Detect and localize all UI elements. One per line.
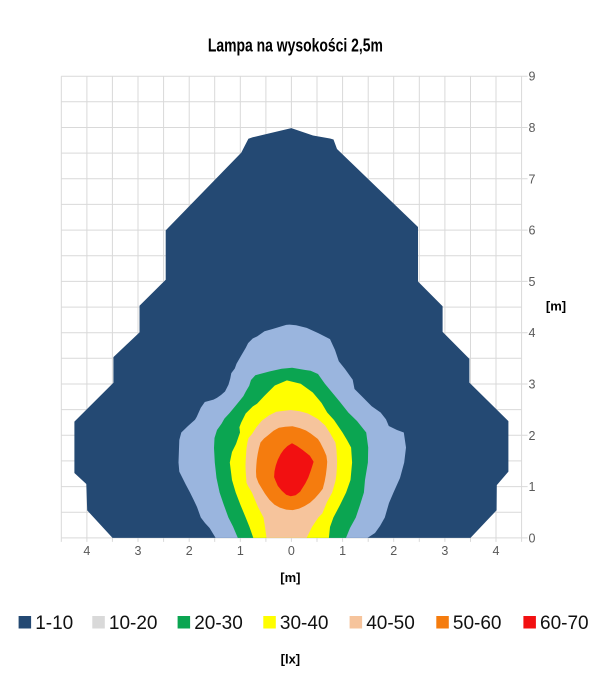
svg-text:[lx]: [lx]: [281, 652, 301, 667]
svg-text:[m]: [m]: [280, 570, 300, 585]
svg-text:0: 0: [288, 544, 295, 558]
svg-text:9: 9: [529, 70, 536, 84]
svg-text:2: 2: [529, 429, 536, 443]
svg-text:Lampa na wysokości 2,5m: Lampa na wysokości 2,5m: [208, 36, 383, 56]
svg-text:[m]: [m]: [546, 299, 566, 314]
svg-text:6: 6: [529, 224, 536, 238]
svg-text:20-30: 20-30: [194, 613, 243, 634]
svg-text:4: 4: [529, 326, 536, 340]
svg-text:10-20: 10-20: [109, 613, 158, 634]
svg-text:3: 3: [529, 378, 536, 392]
svg-text:1: 1: [339, 544, 346, 558]
svg-text:2: 2: [186, 544, 193, 558]
svg-text:30-40: 30-40: [280, 613, 329, 634]
svg-text:1: 1: [529, 480, 536, 494]
svg-text:0: 0: [529, 531, 536, 545]
svg-text:40-50: 40-50: [366, 613, 415, 634]
svg-text:4: 4: [83, 544, 90, 558]
svg-text:2: 2: [390, 544, 397, 558]
svg-text:4: 4: [493, 544, 500, 558]
svg-text:60-70: 60-70: [540, 613, 589, 634]
svg-text:50-60: 50-60: [453, 613, 502, 634]
svg-text:3: 3: [441, 544, 448, 558]
svg-text:1-10: 1-10: [35, 613, 73, 634]
svg-text:5: 5: [529, 275, 536, 289]
svg-text:8: 8: [529, 121, 536, 135]
svg-text:1: 1: [237, 544, 244, 558]
svg-text:7: 7: [529, 172, 536, 186]
svg-text:3: 3: [135, 544, 142, 558]
